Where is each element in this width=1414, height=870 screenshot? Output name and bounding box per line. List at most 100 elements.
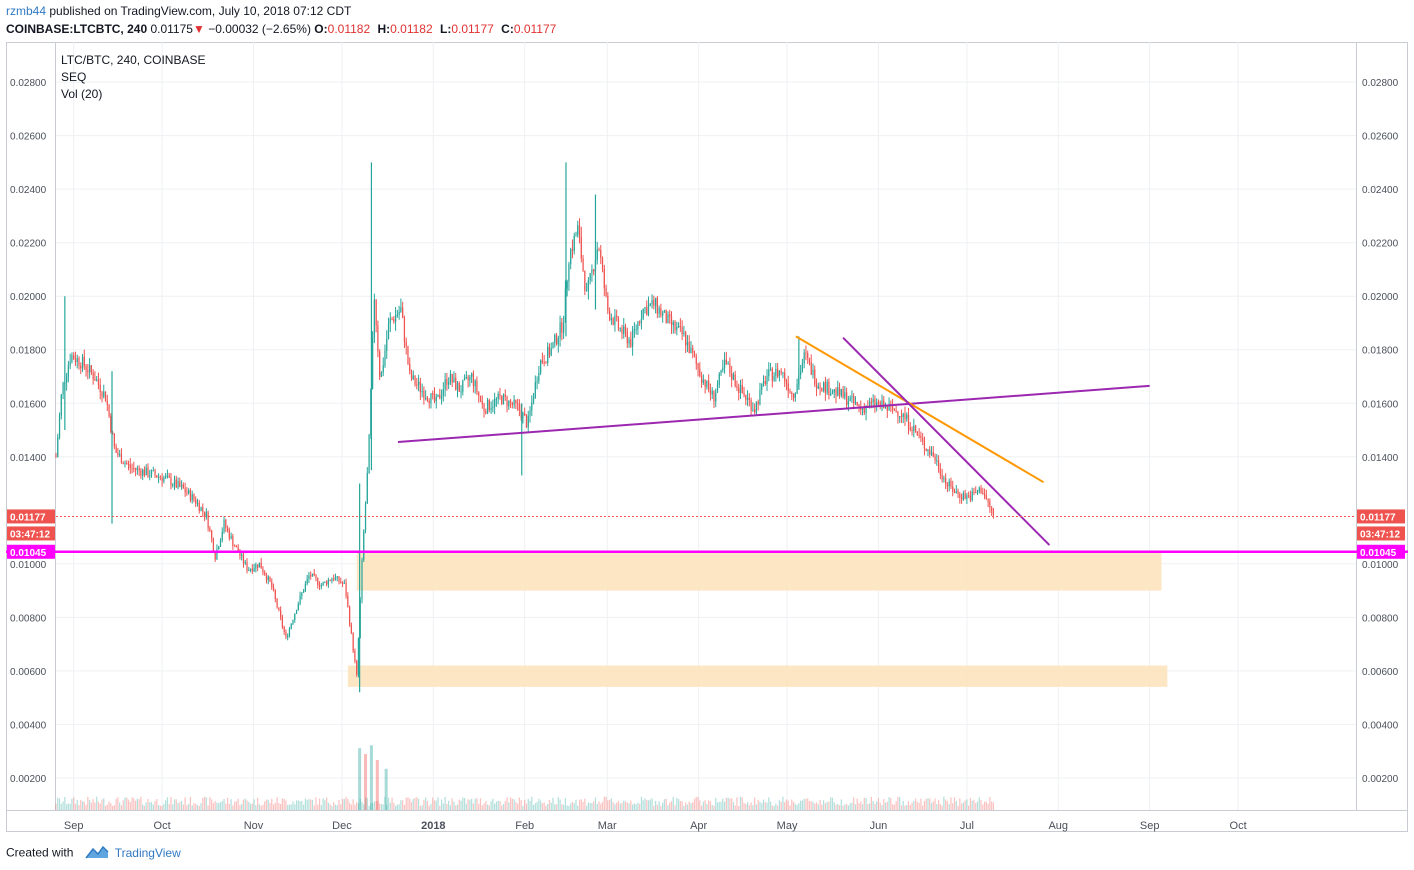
volume-bar bbox=[156, 799, 158, 810]
candle-body bbox=[524, 413, 526, 416]
volume-bar bbox=[357, 803, 360, 810]
candle-body bbox=[989, 501, 991, 508]
volume-bar bbox=[874, 803, 876, 810]
candle-body bbox=[380, 372, 383, 377]
trendline-orange bbox=[795, 335, 1045, 484]
time-axis[interactable]: Sep Oct Nov Dec 2018 Feb Mar Apr May Jun Jul Aug Sep… bbox=[64, 820, 1247, 832]
volume-bar bbox=[294, 804, 296, 810]
left-tick-label: 0.00400 bbox=[10, 720, 47, 731]
candle-body bbox=[508, 400, 510, 407]
candle-body bbox=[800, 371, 802, 376]
candle-body bbox=[310, 575, 312, 577]
volume-bar bbox=[265, 799, 268, 810]
candle-body bbox=[55, 456, 57, 458]
volume-bar bbox=[258, 804, 261, 810]
author-link[interactable]: rzmb44 bbox=[6, 4, 47, 18]
candle-body bbox=[874, 399, 876, 406]
candle-body bbox=[352, 633, 354, 651]
volume-bar bbox=[916, 801, 918, 810]
candle-body bbox=[175, 479, 177, 488]
chart-frame bbox=[6, 42, 1408, 832]
volume-bar bbox=[467, 799, 469, 810]
candle-body bbox=[608, 310, 611, 320]
candle-body bbox=[331, 578, 333, 581]
candle-body bbox=[780, 371, 782, 373]
volume-bar bbox=[242, 799, 245, 810]
candle-body bbox=[941, 474, 943, 480]
left-price-axis[interactable]: 0.00200 0.00400 0.00600 0.00800 0.01000 0.014… bbox=[10, 78, 47, 785]
volume-bar bbox=[101, 799, 103, 810]
candle-body bbox=[299, 595, 301, 604]
volume-bar bbox=[759, 801, 761, 810]
volume-bar bbox=[946, 801, 949, 810]
candle-body bbox=[492, 406, 494, 408]
candle-body bbox=[435, 396, 437, 402]
volume-bar bbox=[589, 803, 591, 810]
volume-bar bbox=[654, 800, 657, 810]
volume-bar bbox=[111, 805, 114, 810]
candle-body bbox=[322, 582, 324, 586]
volume-bar bbox=[883, 799, 885, 810]
volume-bar bbox=[55, 803, 57, 810]
volume-bar bbox=[941, 805, 943, 810]
candle-body bbox=[108, 404, 110, 416]
candle-body bbox=[715, 392, 717, 402]
candle-body bbox=[605, 288, 607, 296]
support-zone bbox=[356, 553, 1162, 591]
candle-body bbox=[198, 502, 200, 511]
volume-bar bbox=[370, 803, 372, 810]
candle-body bbox=[853, 395, 855, 404]
volume-bar bbox=[738, 805, 740, 810]
volume-bar bbox=[989, 796, 991, 810]
candle-body bbox=[115, 446, 117, 453]
candle-body bbox=[968, 495, 970, 497]
candle-body bbox=[722, 367, 724, 370]
volume-bar bbox=[907, 801, 910, 810]
volume-bar bbox=[628, 803, 630, 810]
candle-body bbox=[700, 376, 703, 383]
volume-bar bbox=[74, 803, 77, 810]
candle-body bbox=[945, 478, 947, 485]
candle-body bbox=[663, 310, 666, 313]
candle-body bbox=[792, 393, 795, 398]
candle-body bbox=[531, 402, 533, 411]
tradingview-link[interactable]: TradingView bbox=[114, 845, 181, 860]
countdown-badge-right-bg bbox=[1357, 526, 1405, 541]
volume-bar bbox=[785, 799, 788, 810]
candle-body bbox=[690, 347, 692, 353]
trendlines[interactable] bbox=[397, 335, 1150, 546]
volume-bar bbox=[260, 805, 262, 810]
candle-body bbox=[856, 401, 858, 405]
candle-body bbox=[978, 487, 980, 492]
volume-bar bbox=[754, 797, 756, 810]
chart-panel[interactable]: 0.00200 0.00400 0.00600 0.00800 0.01000 0.014… bbox=[6, 42, 1408, 832]
volume-bar bbox=[559, 799, 561, 810]
volume-bar bbox=[340, 804, 342, 810]
volume-bar bbox=[692, 802, 694, 810]
candle-body bbox=[124, 463, 126, 465]
right-price-axis[interactable]: 0.00200 0.00400 0.00600 0.00800 0.01000 0.014… bbox=[1362, 78, 1399, 785]
volume-bar bbox=[966, 799, 968, 810]
candle-body bbox=[851, 395, 853, 398]
candle-body bbox=[914, 425, 917, 432]
published-text: published on TradingView.com, July 10, 2… bbox=[49, 4, 352, 18]
volume-bar bbox=[706, 804, 708, 810]
volume-bar bbox=[371, 803, 374, 810]
price-chart[interactable]: 0.00200 0.00400 0.00600 0.00800 0.01000 0.014… bbox=[6, 42, 1408, 832]
volume-bar bbox=[736, 797, 738, 810]
volume-bar bbox=[377, 800, 379, 810]
candle-body bbox=[127, 463, 130, 465]
volume-bar bbox=[541, 803, 544, 810]
candle-body bbox=[842, 388, 844, 398]
candle-body bbox=[711, 390, 713, 395]
volume-bar bbox=[122, 800, 124, 810]
volume-bar bbox=[522, 805, 524, 810]
candle-body bbox=[272, 587, 275, 591]
candles[interactable] bbox=[55, 162, 995, 693]
volume-bar bbox=[856, 798, 858, 810]
candle-body bbox=[285, 631, 287, 637]
candle-body bbox=[893, 409, 895, 411]
candle-body bbox=[361, 559, 363, 600]
candle-body bbox=[754, 409, 756, 413]
volume-bar bbox=[991, 801, 993, 810]
